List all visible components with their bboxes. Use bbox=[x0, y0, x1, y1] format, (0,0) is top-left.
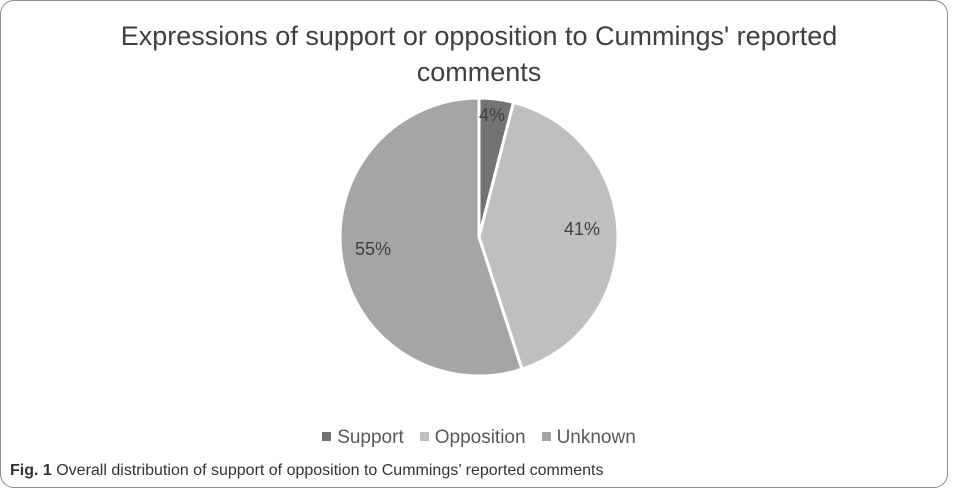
legend-item-support: Support bbox=[322, 427, 404, 449]
legend-swatch-opposition bbox=[419, 432, 429, 441]
chart-frame bbox=[0, 0, 948, 488]
legend-item-unknown: Unknown bbox=[541, 427, 636, 449]
legend-swatch-unknown bbox=[541, 432, 551, 441]
pie-slice-unknown bbox=[338, 96, 524, 378]
legend-label-opposition: Opposition bbox=[434, 427, 526, 448]
data-label-opposition: 41% bbox=[564, 219, 600, 239]
legend-swatch-support bbox=[322, 432, 332, 441]
data-label-support: 4% bbox=[479, 105, 505, 125]
legend-label-unknown: Unknown bbox=[556, 427, 636, 448]
pie-slice-opposition bbox=[477, 100, 620, 371]
chart-legend: Support Opposition Unknown bbox=[0, 427, 958, 449]
figure-label: Fig. 1 bbox=[10, 462, 52, 479]
legend-item-opposition: Opposition bbox=[419, 427, 526, 449]
data-label-unknown: 55% bbox=[355, 239, 391, 259]
chart-title: Expressions of support or opposition to … bbox=[120, 21, 838, 87]
legend-label-support: Support bbox=[337, 427, 404, 448]
figure-caption: Fig. 1 Overall distribution of support o… bbox=[10, 462, 940, 480]
figure-caption-text: Overall distribution of support of oppos… bbox=[56, 462, 604, 479]
